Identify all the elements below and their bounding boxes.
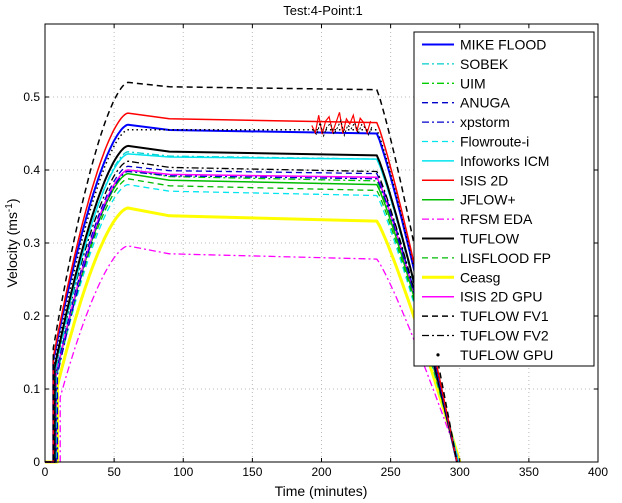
legend-entry-label: TUFLOW FV1 <box>460 308 549 324</box>
legend-entry-label: Flowroute-i <box>460 134 529 150</box>
x-tick-label: 200 <box>311 465 331 479</box>
x-tick-label: 250 <box>381 465 401 479</box>
series-line <box>45 183 460 463</box>
legend-entry-label: TUFLOW GPU <box>460 347 553 363</box>
chart-title: Test:4-Point:1 <box>283 3 363 18</box>
legend-entry-label: Ceasg <box>460 269 500 285</box>
x-tick-label: 300 <box>450 465 470 479</box>
x-tick-label: 100 <box>173 465 193 479</box>
y-axis-label-sup: -1 <box>4 203 15 212</box>
legend-entry-label: Infoworks ICM <box>460 153 549 169</box>
legend-entry-label: UIM <box>460 75 486 91</box>
legend: MIKE FLOOD SOBEK UIM ANUGA xpstorm Flowroute-… <box>413 31 595 367</box>
series-line <box>45 165 460 463</box>
x-tick-label: 150 <box>242 465 262 479</box>
y-tick-label: 0.2 <box>23 309 40 323</box>
series-line <box>45 170 460 463</box>
noise-line <box>312 119 373 138</box>
axis-ticks: 0 50 100 150 200 250 300 350 400 0 0.1 0.2 0.3 0.4 0.5 <box>23 24 608 479</box>
x-tick-label: 400 <box>588 465 608 479</box>
y-tick-label: 0 <box>33 455 40 469</box>
legend-entry-label: TUFLOW <box>460 231 520 247</box>
legend-entry-label: ISIS 2D GPU <box>460 289 542 305</box>
y-axis-label-main: Velocity (ms <box>4 212 20 287</box>
legend-entry-label: ISIS 2D <box>460 172 508 188</box>
x-tick-label: 50 <box>107 465 121 479</box>
y-axis-label-close: ) <box>4 198 20 203</box>
x-axis-label: Time (minutes) <box>275 483 368 499</box>
legend-entry-label: ANUGA <box>460 95 510 111</box>
legend-entry-label: TUFLOW FV2 <box>460 328 549 344</box>
y-tick-label: 0.4 <box>23 163 40 177</box>
legend-entry-label: RFSM EDA <box>460 211 533 227</box>
legend-items: MIKE FLOOD SOBEK UIM ANUGA xpstorm Flowroute-… <box>422 37 553 363</box>
legend-entry-label: JFLOW+ <box>460 192 516 208</box>
legend-entry-label: MIKE FLOOD <box>460 37 546 53</box>
y-axis-label: Velocity (ms-1) <box>4 198 20 287</box>
x-tick-label: 0 <box>42 465 49 479</box>
legend-entry-label: xpstorm <box>460 114 510 130</box>
y-tick-label: 0.1 <box>23 382 40 396</box>
y-tick-label: 0.5 <box>23 90 40 104</box>
legend-entry-label: SOBEK <box>460 56 509 72</box>
legend-swatch <box>436 353 440 357</box>
series-line <box>45 245 461 463</box>
legend-entry-label: LISFLOOD FP <box>460 250 551 266</box>
x-tick-label: 350 <box>519 465 539 479</box>
y-tick-label: 0.3 <box>23 236 40 250</box>
tuflow-gpu-noise <box>311 112 373 138</box>
